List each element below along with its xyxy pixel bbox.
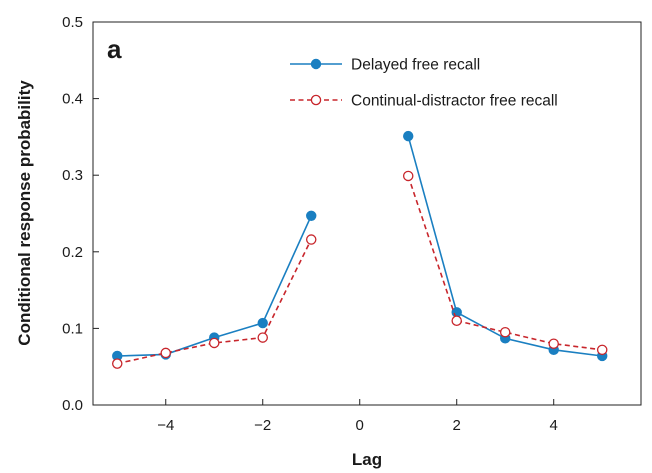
legend-marker-delayed [310,58,322,70]
x-tick-label: 0 [356,417,364,434]
x-tick-label: 4 [550,417,558,434]
series-layer [111,130,608,369]
y-tick-label: 0.2 [62,244,83,261]
y-tick-label: 0.4 [62,91,83,108]
series-1 [111,170,608,369]
panel-label: a [107,34,122,64]
legend-marker-continual [310,94,322,106]
y-tick-label: 0.0 [62,397,83,414]
data-point [257,332,268,343]
data-point [306,210,317,221]
data-point [548,338,559,349]
x-tick-label: 2 [453,417,461,434]
y-axis-title: Conditional response probability [15,80,34,346]
y-tick-label: 0.5 [62,14,83,31]
series-line [407,135,603,357]
legend-label-continual: Continual-distractor free recall [351,93,558,110]
series-0 [112,130,608,362]
data-point [403,130,414,142]
data-point [257,317,268,329]
data-point [305,234,317,245]
data-point [160,347,171,359]
series-line [407,175,603,351]
x-tick-label: −2 [254,417,271,434]
x-axis-title: Lag [352,450,382,469]
y-tick-label: 0.1 [62,320,83,337]
plot-frame [92,21,642,406]
data-point [208,337,220,349]
y-tick-label: 0.3 [62,167,83,184]
data-point [499,326,511,338]
data-point [451,315,462,326]
data-point [402,170,414,182]
ticks-layer: −4 −2 0 2 4 0.0 0.1 0.2 0.3 0.4 0.5 [62,14,558,434]
x-tick-label: −4 [157,417,174,434]
data-point [596,344,608,356]
legend: Delayed free recall Continual-distractor… [290,57,558,110]
data-point [111,358,123,369]
legend-label-delayed: Delayed free recall [351,57,480,74]
